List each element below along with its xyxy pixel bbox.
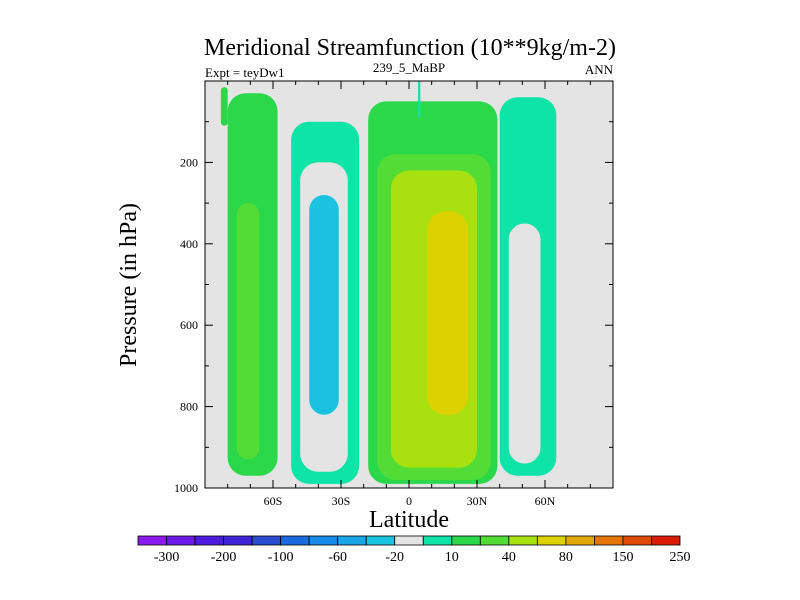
right-string: ANN [585,62,614,77]
colorbar-label: -20 [385,550,404,565]
colorbar-label: 40 [502,550,516,565]
colorbar: -300 -200 -100 -60 -20 10 40 80 150 250 [137,535,691,565]
y-tick-label: 400 [180,237,198,251]
colorbar-box [594,535,624,546]
y-tick-label: 600 [180,318,198,332]
colorbar-box [137,535,167,546]
x-tick-label: 30S [332,494,351,508]
colorbar-box [223,535,253,546]
colorbar-box [394,535,424,546]
x-axis-label: Latitude [369,507,449,533]
colorbar-box [308,535,339,546]
colorbar-box [451,535,481,546]
colorbar-box [536,535,567,546]
colorbar-box [565,535,595,546]
colorbar-box [508,535,538,546]
colorbar-box [194,535,224,546]
colorbar-box [251,535,282,546]
nh-ferrel-cell-inner [508,223,541,464]
left-string: Expt = teyDw1 [205,65,285,80]
colorbar-box [422,535,453,546]
colorbar-box [622,535,652,546]
colorbar-box [280,535,310,546]
axis-ticks: 60S 30S 0 30N 60N 200 400 600 800 1000 [174,81,613,508]
x-tick-label: 0 [406,494,412,508]
colorbar-label: 10 [445,550,459,565]
y-tick-label: 800 [180,400,198,414]
colorbar-box [166,535,196,546]
chart-title: Meridional Streamfunction (10**9kg/m-2) [204,35,616,61]
y-tick-label: 200 [180,155,198,169]
colorbar-label: -60 [328,550,347,565]
colorbar-label: -200 [211,550,237,565]
colorbar-label: 80 [559,550,573,565]
colorbar-box [337,535,367,546]
colorbar-label: 150 [612,550,633,565]
colorbar-box [365,535,396,546]
hadley-cell-core [427,211,468,415]
colorbar-label: -300 [154,550,180,565]
sh-polar-cell-core [236,203,260,460]
sh-ferrel-cell-core [309,194,339,415]
colorbar-label: 250 [670,550,691,565]
colorbar-label: -100 [268,550,294,565]
contour-fill-group [220,81,557,484]
y-axis-label: Pressure (in hPa) [116,203,142,367]
colorbar-box [479,535,510,546]
colorbar-box [651,535,681,546]
x-tick-label: 60N [535,494,556,508]
shallow-cell-eq [418,81,421,118]
x-tick-label: 30N [467,494,488,508]
x-tick-label: 60S [264,494,283,508]
y-tick-label: 1000 [174,481,198,495]
center-string: 239_5_MaBP [373,60,445,75]
shallow-cell-60s [220,87,228,126]
